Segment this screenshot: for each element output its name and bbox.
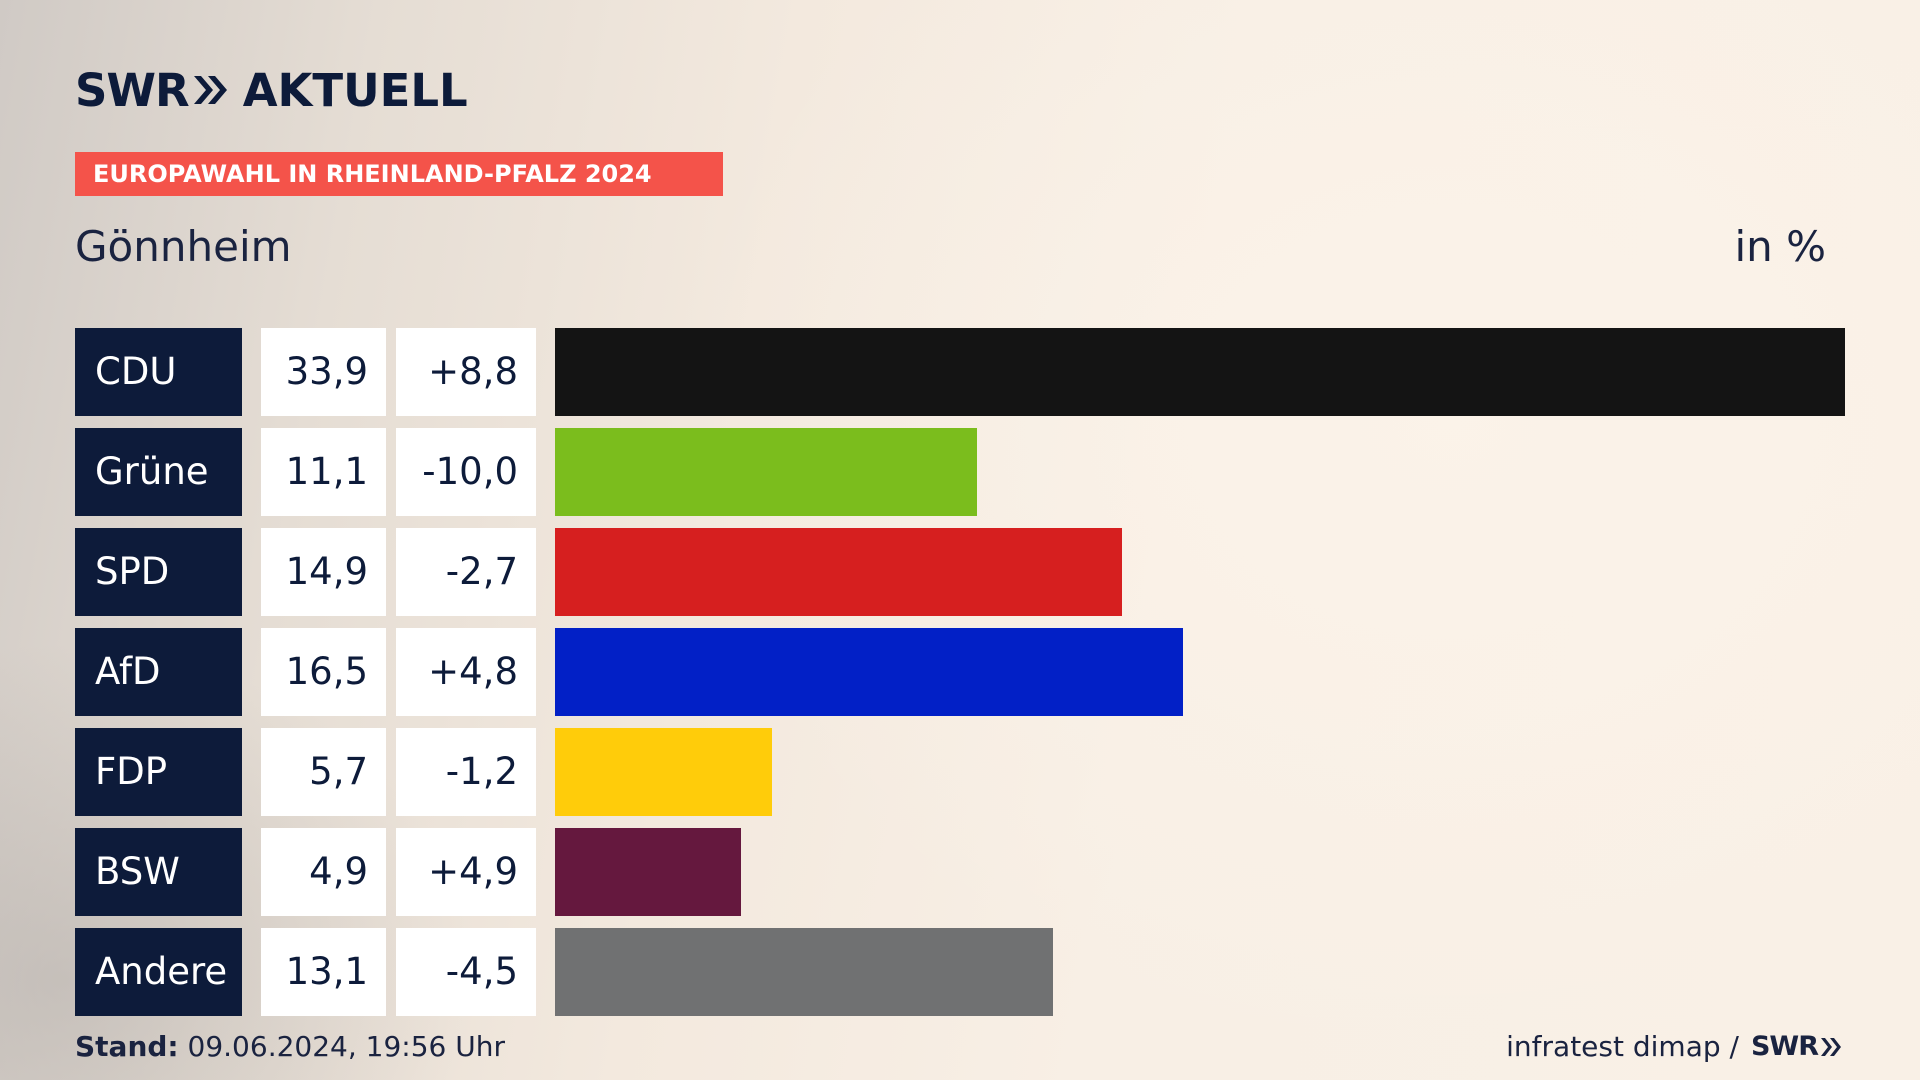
source-text: infratest dimap / xyxy=(1506,1030,1739,1063)
logo-brand: SWR xyxy=(75,63,190,117)
election-banner: EUROPAWAHL IN RHEINLAND-PFALZ 2024 xyxy=(75,152,723,196)
timestamp: Stand: 09.06.2024, 19:56 Uhr xyxy=(75,1030,505,1063)
bar xyxy=(555,928,1053,1016)
source-credit: infratest dimap / SWR xyxy=(1506,1030,1843,1063)
stand-label: Stand: xyxy=(75,1030,179,1063)
bar xyxy=(555,628,1183,716)
party-label: CDU xyxy=(75,328,242,416)
party-label: FDP xyxy=(75,728,242,816)
double-chevron-icon xyxy=(1819,1036,1843,1058)
value-label: 5,7 xyxy=(261,728,386,816)
value-label: 4,9 xyxy=(261,828,386,916)
party-label: Grüne xyxy=(75,428,242,516)
party-label: AfD xyxy=(75,628,242,716)
change-label: -2,7 xyxy=(396,528,536,616)
logo-product: AKTUELL xyxy=(242,63,468,117)
value-label: 14,9 xyxy=(261,528,386,616)
bar xyxy=(555,328,1845,416)
change-label: +4,8 xyxy=(396,628,536,716)
bar xyxy=(555,528,1122,616)
party-label: SPD xyxy=(75,528,242,616)
value-label: 11,1 xyxy=(261,428,386,516)
value-label: 33,9 xyxy=(261,328,386,416)
change-label: +4,9 xyxy=(396,828,536,916)
unit-label: in % xyxy=(1734,222,1826,271)
party-label: Andere xyxy=(75,928,242,1016)
value-label: 13,1 xyxy=(261,928,386,1016)
bar xyxy=(555,428,977,516)
swr-aktuell-logo: SWR AKTUELL xyxy=(75,63,468,117)
change-label: -4,5 xyxy=(396,928,536,1016)
source-brand: SWR xyxy=(1750,1031,1819,1062)
party-label: BSW xyxy=(75,828,242,916)
page-title: Gönnheim xyxy=(75,222,292,271)
double-chevron-icon xyxy=(191,73,229,107)
stand-value: 09.06.2024, 19:56 Uhr xyxy=(187,1030,505,1063)
bar xyxy=(555,828,741,916)
value-label: 16,5 xyxy=(261,628,386,716)
bar xyxy=(555,728,772,816)
change-label: +8,8 xyxy=(396,328,536,416)
change-label: -1,2 xyxy=(396,728,536,816)
change-label: -10,0 xyxy=(396,428,536,516)
